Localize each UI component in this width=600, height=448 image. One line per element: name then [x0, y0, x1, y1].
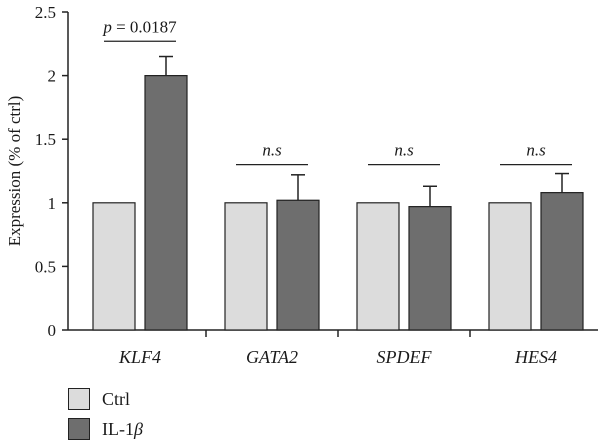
y-tick-label: 0	[48, 321, 57, 340]
legend-label-il1b: IL-1β	[102, 418, 143, 439]
bar-ctrl-spdef	[356, 202, 400, 331]
y-tick-label: 2.5	[35, 3, 56, 22]
bar-chart: 0 0.5 1 1.5 2 2.5 Expression (% of ctrl) KLF4 GA…	[5, 3, 598, 367]
bar-ctrl-hes4	[488, 202, 532, 331]
category-label: KLF4	[118, 347, 161, 367]
legend-label-ctrl: Ctrl	[102, 388, 131, 409]
significance-label: n.s	[262, 141, 282, 160]
legend-swatch-il1b	[68, 418, 90, 440]
bar-il1b-spdef	[408, 206, 452, 331]
bar-il1b-gata2	[276, 199, 320, 331]
y-tick-label: 1.5	[35, 130, 56, 149]
legend-item-il1b: IL-1β	[68, 416, 143, 442]
bar-il1b-hes4	[540, 192, 584, 331]
bar-ctrl-klf4	[92, 202, 136, 331]
legend-swatch-ctrl	[68, 388, 90, 410]
bar-il1b-klf4	[144, 74, 188, 331]
chart-legend: Ctrl IL-1β	[68, 386, 143, 446]
significance-label: n.s	[526, 141, 546, 160]
category-label: GATA2	[246, 347, 298, 367]
y-axis-title: Expression (% of ctrl)	[5, 96, 24, 247]
significance-label: p = 0.0187	[102, 17, 177, 36]
y-tick-label: 2	[48, 67, 57, 86]
legend-item-ctrl: Ctrl	[68, 386, 143, 412]
category-label: SPDEF	[377, 347, 433, 367]
y-tick-label: 0.5	[35, 257, 56, 276]
y-tick-label: 1	[48, 194, 57, 213]
category-label: HES4	[514, 347, 557, 367]
significance-label: n.s	[394, 141, 414, 160]
bar-ctrl-gata2	[224, 202, 268, 331]
